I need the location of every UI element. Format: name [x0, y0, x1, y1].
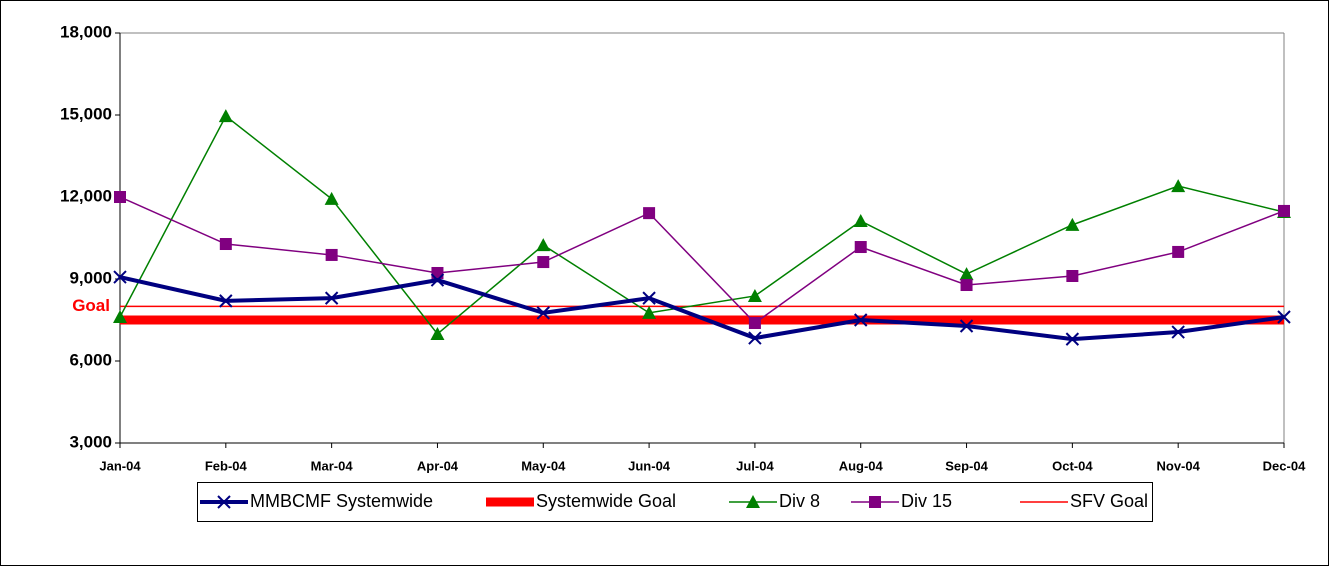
x-tick-label: Jul-04	[736, 458, 774, 473]
data-point	[113, 270, 127, 284]
legend-label: Div 15	[901, 491, 952, 511]
legend-label: Systemwide Goal	[536, 491, 676, 511]
data-point	[748, 317, 761, 330]
series-line	[119, 196, 1285, 324]
y-tick-label: 15,000	[60, 104, 112, 123]
data-point	[1171, 325, 1185, 339]
series-line	[119, 275, 1285, 342]
legend-label: SFV Goal	[1070, 491, 1148, 511]
data-point	[642, 305, 657, 319]
x-tick-label: Nov-04	[1157, 458, 1201, 473]
data-point	[430, 273, 445, 287]
data-point	[642, 291, 656, 305]
legend-marker	[869, 496, 881, 508]
series-line	[119, 114, 1285, 336]
data-point	[960, 279, 973, 292]
data-point	[748, 331, 762, 345]
data-point	[1172, 245, 1185, 258]
data-point	[1277, 310, 1291, 324]
data-point	[643, 207, 656, 220]
y-tick-label: 9,000	[69, 268, 112, 287]
data-point	[324, 291, 339, 305]
data-point	[536, 306, 550, 320]
data-point	[959, 319, 974, 333]
data-point	[854, 241, 867, 254]
legend-box	[197, 482, 1153, 522]
x-tick-label: Apr-04	[417, 458, 459, 473]
x-tick-label: Jan-04	[99, 458, 141, 473]
data-point	[536, 238, 551, 252]
data-point	[854, 313, 868, 327]
x-tick-label: Oct-04	[1052, 458, 1093, 473]
legend-label: Div 8	[779, 491, 820, 511]
x-tick-label: Feb-04	[205, 458, 248, 473]
y-tick-label: 3,000	[69, 432, 112, 451]
data-point	[219, 238, 232, 251]
x-tick-label: Dec-04	[1263, 458, 1306, 473]
x-tick-label: Mar-04	[311, 458, 354, 473]
data-point	[959, 267, 974, 281]
data-point	[1171, 179, 1186, 193]
data-point	[325, 248, 338, 261]
data-point	[853, 214, 868, 228]
data-point	[1065, 217, 1080, 231]
x-tick-label: May-04	[521, 458, 566, 473]
data-point	[324, 191, 339, 205]
y-tick-label: 18,000	[60, 22, 112, 41]
data-point	[218, 109, 233, 123]
data-point	[1278, 204, 1290, 217]
legend-marker	[746, 495, 760, 508]
data-point	[430, 326, 445, 340]
x-tick-label: Sep-04	[945, 458, 988, 473]
data-point	[114, 191, 126, 203]
legend-marker	[217, 495, 231, 509]
data-point	[747, 288, 762, 302]
data-point	[537, 256, 550, 269]
legend-label: MMBCMF Systemwide	[250, 491, 433, 511]
y-tick-label: 6,000	[69, 350, 112, 369]
x-tick-label: Jun-04	[628, 458, 671, 473]
data-point	[1065, 332, 1080, 346]
annotation: Goal	[72, 296, 110, 315]
x-tick-label: Aug-04	[839, 458, 884, 473]
data-point	[219, 294, 233, 308]
data-point	[113, 309, 127, 323]
y-tick-label: 12,000	[60, 186, 112, 205]
data-point	[1066, 269, 1079, 282]
